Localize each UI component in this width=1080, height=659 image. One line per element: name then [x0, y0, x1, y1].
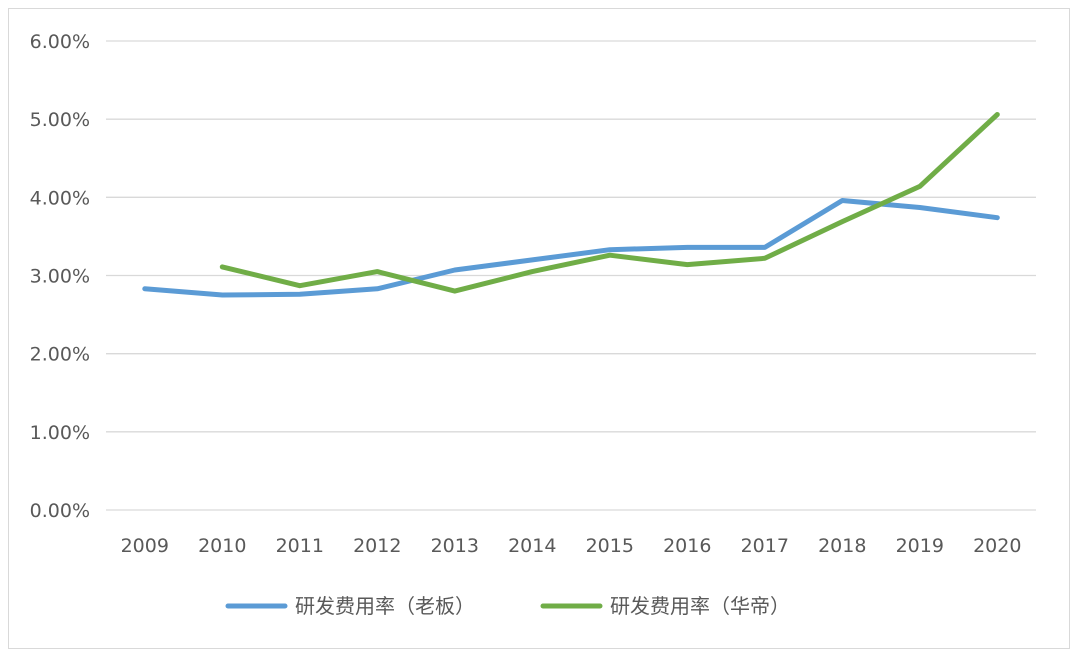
x-tick-label: 2013: [431, 535, 479, 557]
series-lines: [142, 112, 1000, 298]
legend-label-0: 研发费用率（老板）: [295, 594, 475, 618]
x-tick-label: 2017: [741, 535, 789, 557]
y-axis-tick-labels: 0.00% 1.00% 2.00% 3.00% 4.00% 5.00% 6.00%: [30, 31, 90, 522]
x-tick-label: 2019: [896, 535, 944, 557]
y-tick-label: 6.00%: [30, 31, 90, 53]
x-tick-label: 2018: [818, 535, 866, 557]
y-tick-label: 3.00%: [30, 266, 90, 288]
y-tick-label: 2.00%: [30, 344, 90, 366]
series-line-0: [142, 198, 1000, 298]
x-tick-label: 2010: [198, 535, 246, 557]
y-tick-label: 0.00%: [30, 500, 90, 522]
x-tick-label: 2009: [121, 535, 169, 557]
x-tick-label: 2015: [586, 535, 634, 557]
x-tick-label: 2016: [663, 535, 711, 557]
y-tick-label: 1.00%: [30, 422, 90, 444]
x-tick-label: 2012: [353, 535, 401, 557]
x-tick-label: 2020: [973, 535, 1021, 557]
y-tick-label: 5.00%: [30, 109, 90, 131]
legend-label-1: 研发费用率（华帝）: [610, 594, 790, 618]
x-tick-label: 2014: [508, 535, 556, 557]
gridlines: [106, 40, 1036, 511]
series-line-1: [219, 112, 1000, 294]
x-tick-label: 2011: [276, 535, 324, 557]
chart-frame: [8, 8, 1070, 649]
legend: 研发费用率（老板） 研发费用率（华帝）: [225, 594, 790, 618]
x-axis-tick-labels: 2009 2010 2011 2012 2013 2014 2015 2016 2017 2018…: [121, 535, 1022, 557]
y-tick-label: 4.00%: [30, 187, 90, 209]
